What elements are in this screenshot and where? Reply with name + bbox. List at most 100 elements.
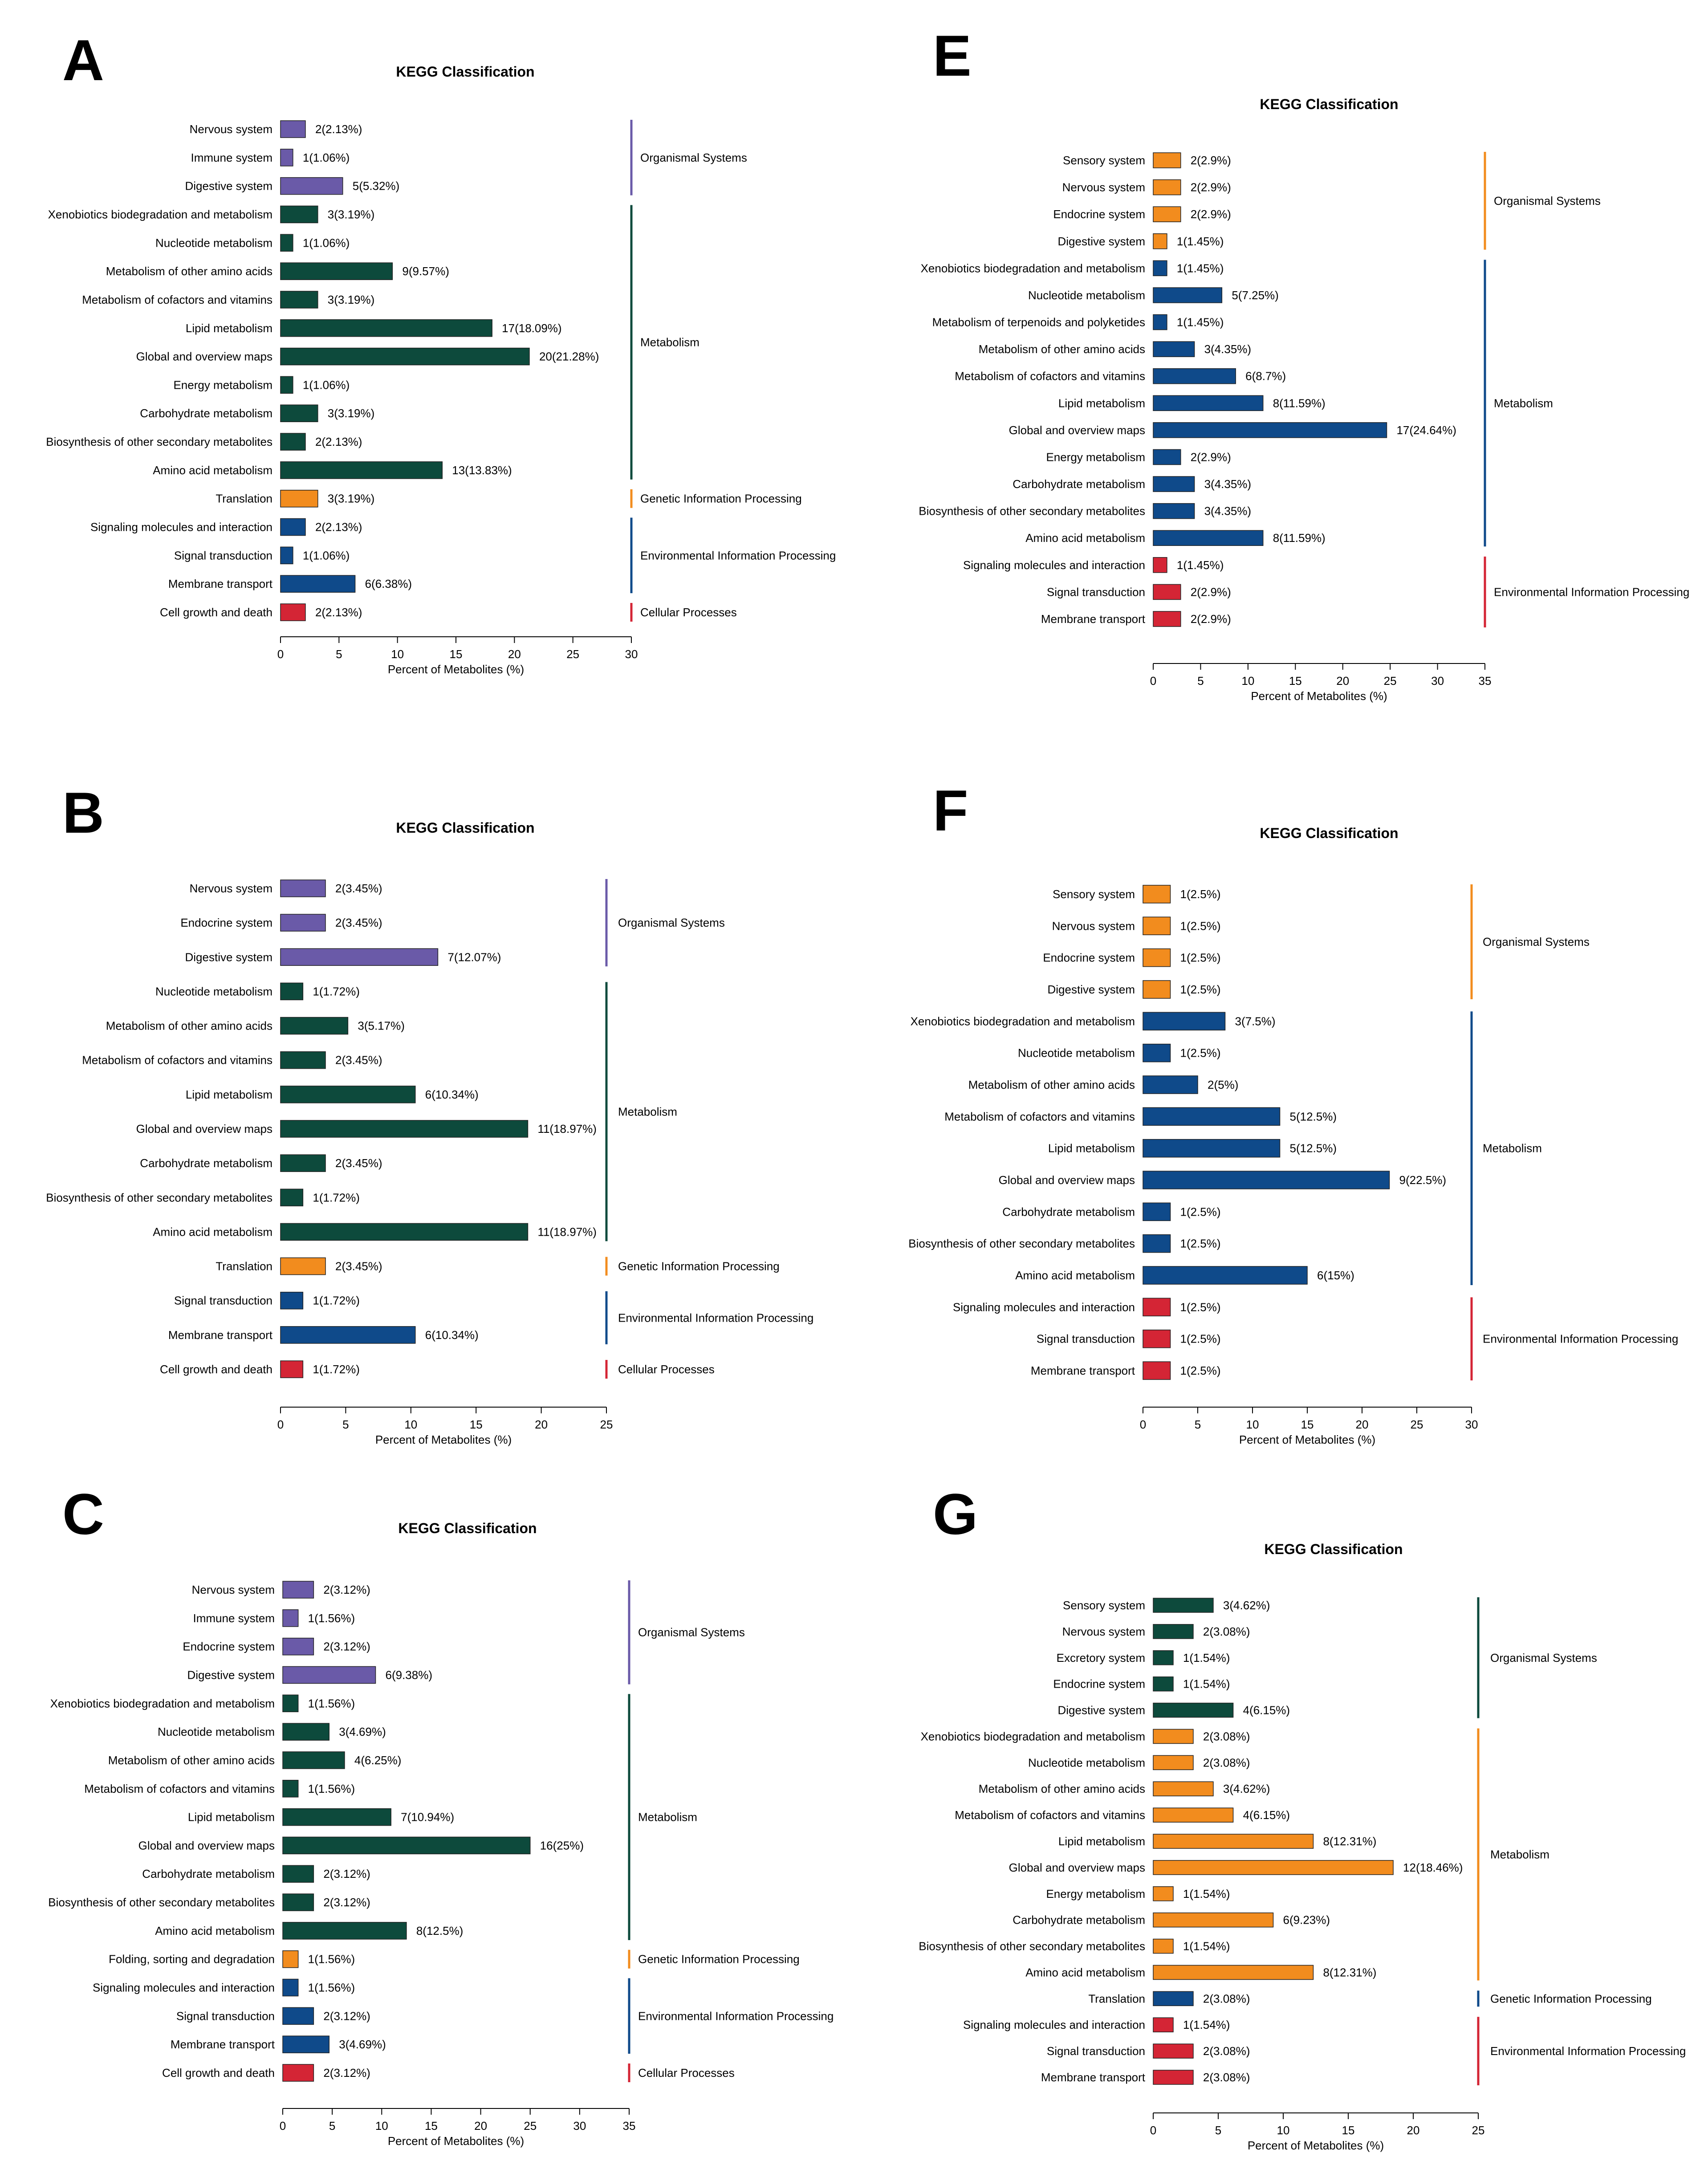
category-label: Metabolism of other amino acids (106, 265, 272, 278)
bar (1153, 152, 1181, 168)
value-label: 2(2.13%) (315, 521, 362, 534)
category-label: Biosynthesis of other secondary metaboli… (908, 1237, 1135, 1250)
panel-letter: A (62, 28, 104, 93)
value-label: 2(3.45%) (335, 1260, 382, 1273)
group-label: Organismal Systems (640, 151, 747, 164)
value-label: 11(18.97%) (537, 1122, 597, 1135)
value-label: 2(3.45%) (335, 882, 382, 895)
bar (280, 1017, 349, 1035)
category-label: Signaling molecules and interaction (963, 558, 1145, 572)
category-label: Signal transduction (174, 1294, 272, 1307)
group-label: Genetic Information Processing (1490, 1992, 1652, 2005)
category-label: Xenobiotics biodegradation and metabolis… (911, 1014, 1135, 1028)
group-label: Environmental Information Processing (1494, 585, 1689, 598)
group-label: Environmental Information Processing (1483, 1332, 1678, 1346)
value-label: 2(2.13%) (315, 435, 362, 448)
bar (280, 1223, 529, 1241)
value-label: 3(7.5%) (1235, 1014, 1276, 1028)
category-label: Sensory system (1063, 154, 1145, 167)
value-label: 5(12.5%) (1290, 1142, 1337, 1155)
value-label: 2(3.08%) (1203, 2044, 1250, 2058)
category-label: Amino acid metabolism (1015, 1269, 1135, 1282)
value-label: 2(3.08%) (1203, 1756, 1250, 1769)
bar (280, 1291, 304, 1310)
group-label: Cellular Processes (640, 606, 737, 619)
bar (282, 1836, 531, 1855)
group-label: Environmental Information Processing (638, 2009, 834, 2023)
x-tick-label: 5 (1195, 1418, 1201, 1431)
value-label: 1(1.56%) (308, 1782, 355, 1795)
category-label: Metabolism of other amino acids (968, 1078, 1135, 1091)
bar (1153, 1834, 1314, 1849)
value-label: 1(1.06%) (303, 549, 350, 562)
bar (280, 291, 318, 309)
category-label: Nucleotide metabolism (1028, 1756, 1145, 1769)
category-label: Amino acid metabolism (1025, 1966, 1145, 1979)
category-label: Membrane transport (1041, 2071, 1146, 2084)
value-label: 3(3.19%) (328, 492, 375, 505)
x-tick-label: 20 (535, 1418, 548, 1431)
bar (1153, 530, 1264, 546)
value-label: 3(4.62%) (1223, 1599, 1270, 1612)
category-label: Metabolism of terpenoids and polyketides (932, 316, 1145, 329)
bar (280, 1326, 416, 1344)
category-label: Metabolism of cofactors and vitamins (955, 370, 1145, 383)
x-tick-label: 15 (1342, 2124, 1355, 2137)
category-label: Amino acid metabolism (1025, 531, 1145, 545)
value-label: 6(10.34%) (425, 1328, 479, 1342)
x-tick-label: 25 (1384, 674, 1397, 688)
value-label: 1(1.06%) (303, 151, 350, 164)
x-tick-label: 20 (508, 647, 521, 661)
bar (1153, 179, 1181, 195)
value-label: 2(3.12%) (323, 2066, 370, 2080)
category-label: Global and overview maps (1009, 1861, 1145, 1874)
bar (1143, 885, 1171, 903)
value-label: 3(4.35%) (1204, 342, 1252, 356)
x-tick-label: 10 (391, 647, 404, 661)
category-label: Amino acid metabolism (153, 464, 272, 477)
value-label: 3(3.19%) (328, 407, 375, 420)
value-label: 2(2.13%) (315, 606, 362, 619)
bar (1143, 980, 1171, 999)
panel-b: B KEGG Classification Nervous system 2(3.45… (46, 780, 813, 1446)
category-label: Global and overview maps (136, 1122, 272, 1135)
value-label: 9(22.5%) (1399, 1173, 1447, 1187)
category-label: Membrane transport (1041, 612, 1146, 626)
group-label: Environmental Information Processing (640, 549, 836, 562)
category-label: Nervous system (1052, 919, 1135, 932)
value-label: 17(18.09%) (502, 322, 561, 335)
value-label: 1(1.45%) (1177, 235, 1224, 248)
group-label: Genetic Information Processing (638, 1953, 800, 1966)
x-axis-title: Percent of Metabolites (%) (375, 1433, 512, 1446)
value-label: 5(5.32%) (353, 179, 400, 193)
bar (282, 2064, 314, 2082)
category-label: Signaling molecules and interaction (90, 521, 272, 534)
bar (280, 575, 356, 593)
x-tick-label: 25 (1472, 2124, 1485, 2137)
category-label: Xenobiotics biodegradation and metabolis… (48, 208, 272, 221)
category-label: Metabolism of other amino acids (108, 1754, 275, 1767)
bar (280, 149, 293, 167)
group-label: Metabolism (1483, 1142, 1542, 1155)
group-label: Organismal Systems (618, 916, 725, 929)
category-label: Nucleotide metabolism (158, 1725, 275, 1738)
bar (1153, 1598, 1214, 1613)
category-label: Signal transduction (176, 2009, 275, 2023)
category-label: Biosynthesis of other secondary metaboli… (46, 1191, 272, 1204)
value-label: 16(25%) (540, 1839, 584, 1852)
group-label: Genetic Information Processing (618, 1260, 780, 1273)
bar (1153, 1860, 1394, 1875)
bar (280, 1360, 304, 1378)
bar (282, 1922, 407, 1940)
bar (282, 2007, 314, 2025)
value-label: 11(18.97%) (537, 1225, 597, 1238)
x-tick-label: 30 (625, 647, 638, 661)
category-label: Nucleotide metabolism (155, 236, 272, 249)
x-tick-label: 20 (1336, 674, 1349, 688)
chart-title: KEGG Classification (396, 820, 534, 836)
x-tick-label: 15 (1289, 674, 1302, 688)
value-label: 2(3.08%) (1203, 1992, 1250, 2005)
bar (280, 879, 326, 897)
panel-letter: C (62, 1481, 104, 1547)
value-label: 6(9.38%) (386, 1668, 433, 1681)
